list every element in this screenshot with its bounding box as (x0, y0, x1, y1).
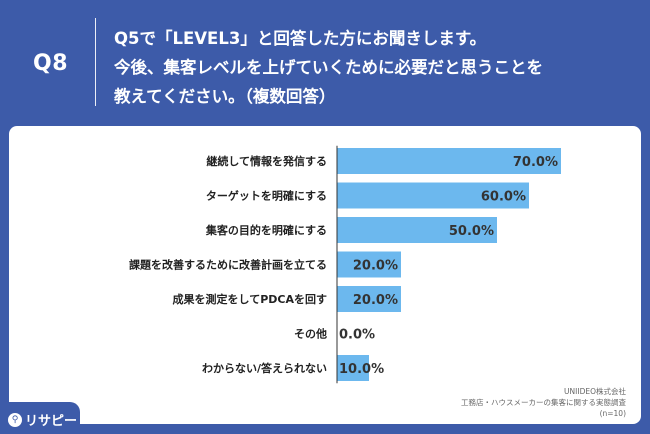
question-text: Q5で「LEVEL3」と回答した方にお聞きします。 今後、集客レベルを上げていく… (114, 24, 639, 111)
category-label: わからない/答えられない (202, 361, 327, 375)
value-label: 70.0% (513, 155, 558, 170)
header: Q8 Q5で「LEVEL3」と回答した方にお聞きします。 今後、集客レベルを上げ… (0, 0, 650, 125)
category-label: 継続して情報を発信する (206, 154, 327, 168)
bar-chart: 継続して情報を発信する 70.0% ターゲットを明確にする 60.0% 集客の目的を明確… (129, 145, 561, 384)
value-label: 20.0% (353, 259, 398, 274)
chart-panel: 継続して情報を発信する 70.0% ターゲットを明確にする 60.0% 集客の目的を明確… (9, 126, 641, 424)
value-label: 20.0% (353, 293, 398, 308)
value-label: 60.0% (481, 190, 526, 205)
source-company: UNIIDEO株式会社 (564, 387, 626, 396)
question-line: Q5で「LEVEL3」と回答した方にお聞きします。 (114, 29, 487, 48)
category-label: 成果を測定をしてPDCAを回す (173, 292, 327, 306)
bar (337, 251, 401, 278)
brand-name: リサピー (25, 414, 78, 429)
bar (337, 355, 369, 381)
bar (337, 148, 561, 174)
value-label: 50.0% (449, 224, 494, 239)
value-label: 0.0% (339, 328, 375, 343)
question-number: Q8 (33, 51, 69, 76)
brand-logo: ⚲ リサピー (8, 410, 77, 429)
question-line: 今後、集客レベルを上げていくために必要だと思うことを (114, 58, 543, 77)
category-label: 課題を改善するために改善計画を立てる (129, 258, 327, 272)
bar (337, 217, 497, 243)
header-divider (95, 18, 96, 106)
question-line: 教えてください。（複数回答） (114, 87, 336, 106)
source-note: UNIIDEO株式会社 工務店・ハウスメーカーの集客に関する実態調査 (n=10… (461, 386, 626, 419)
category-label: 集客の目的を明確にする (205, 223, 327, 237)
value-label: 10.0% (339, 362, 384, 377)
bar (337, 286, 401, 312)
source-sample-size: (n=10) (599, 409, 626, 418)
source-survey: 工務店・ハウスメーカーの集客に関する実態調査 (461, 398, 626, 407)
search-icon: ⚲ (8, 412, 22, 427)
category-label: ターゲットを明確にする (206, 189, 327, 203)
bar (337, 182, 529, 209)
category-label: その他 (294, 327, 327, 341)
